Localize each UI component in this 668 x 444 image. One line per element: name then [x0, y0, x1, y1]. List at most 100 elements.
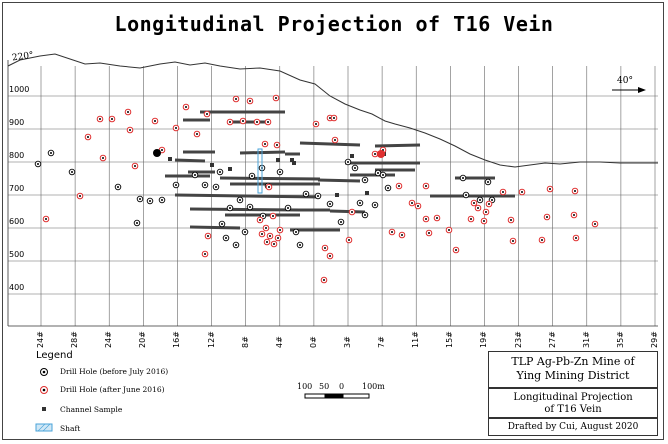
- section-label: 29#: [650, 331, 659, 348]
- legend-item-shaft: Shaft: [60, 424, 81, 433]
- drill-hole-center: [229, 121, 231, 123]
- drill-hole-center: [477, 207, 479, 209]
- drill-hole-center: [374, 204, 376, 206]
- drill-hole-center: [175, 127, 177, 129]
- drill-hole-cluster: [153, 149, 161, 157]
- drill-hole-center: [279, 229, 281, 231]
- drill-hole-center: [470, 218, 472, 220]
- drill-hole-center: [207, 235, 209, 237]
- drill-hole-center: [219, 171, 221, 173]
- drill-hole-center: [510, 219, 512, 221]
- drill-hole-center: [329, 203, 331, 205]
- scale-label-0: 0: [339, 382, 345, 391]
- drill-hole-center: [487, 181, 489, 183]
- drill-hole-center: [267, 121, 269, 123]
- drill-hole-center: [428, 232, 430, 234]
- north-arrow-head: [638, 87, 646, 93]
- drill-hole-center: [287, 207, 289, 209]
- scale-bar-right: [342, 393, 370, 399]
- section-label: 7#: [377, 336, 387, 348]
- drill-hole-center: [364, 214, 366, 216]
- drill-hole-center: [272, 215, 274, 217]
- drill-hole-center: [473, 202, 475, 204]
- drill-hole-center: [295, 231, 297, 233]
- drill-hole-center: [398, 185, 400, 187]
- drill-hole-center: [277, 237, 279, 239]
- channel-sample-trace: [174, 158, 206, 163]
- drill-hole-center: [265, 227, 267, 229]
- drill-hole-center: [462, 177, 464, 179]
- drill-hole-center: [502, 191, 504, 193]
- drill-hole-center: [175, 184, 177, 186]
- channel-sample-mark: [168, 157, 172, 161]
- drill-hole-center: [225, 237, 227, 239]
- drill-hole-center: [549, 188, 551, 190]
- legend-item-channel: Channel Sample: [60, 405, 123, 414]
- channel-sample-trace: [299, 141, 361, 147]
- drill-hole-center: [249, 100, 251, 102]
- drill-hole-center: [546, 216, 548, 218]
- elevation-label: 800: [9, 151, 25, 160]
- legend-channel-icon: [42, 407, 46, 411]
- drill-hole-center: [377, 172, 379, 174]
- drill-hole-center: [417, 205, 419, 207]
- drill-hole-center: [185, 106, 187, 108]
- scale-bar-left: [304, 393, 326, 399]
- drill-hole-center: [491, 199, 493, 201]
- channel-sample-trace: [374, 143, 421, 148]
- drill-hole-center: [134, 165, 136, 167]
- section-label: 16#: [172, 331, 182, 348]
- drill-hole-center: [382, 174, 384, 176]
- drill-hole-center: [196, 133, 198, 135]
- drill-hole-center: [117, 186, 119, 188]
- drill-hole-center: [276, 144, 278, 146]
- drill-hole-center: [299, 244, 301, 246]
- drill-hole-center: [573, 214, 575, 216]
- channel-sample-mark: [290, 158, 294, 162]
- drill-hole-center: [574, 190, 576, 192]
- legend-item-old-hole: Drill Hole (before July 2016): [60, 367, 169, 376]
- section-label: 19#: [479, 331, 489, 348]
- drill-hole-cluster-red: [377, 150, 385, 158]
- drill-hole-center: [154, 120, 156, 122]
- drill-hole-center: [425, 218, 427, 220]
- title-block-line2: Ying Mining District: [516, 369, 630, 382]
- drill-hole-center: [425, 185, 427, 187]
- drill-hole-center: [436, 217, 438, 219]
- drill-hole-center: [239, 199, 241, 201]
- drill-hole-center: [50, 152, 52, 154]
- channel-sample-mark: [228, 167, 232, 171]
- section-label: 23#: [513, 331, 523, 348]
- drill-hole-center: [448, 229, 450, 231]
- grid: [7, 60, 658, 327]
- drill-hole-center: [329, 117, 331, 119]
- drill-hole-center: [541, 239, 543, 241]
- drill-hole-center: [359, 202, 361, 204]
- drill-hole-center: [244, 231, 246, 233]
- drill-hole-center: [215, 186, 217, 188]
- channel-sample-trace: [189, 225, 241, 230]
- drill-hole-center: [71, 171, 73, 173]
- legend-shaft-hatch-2: [42, 423, 51, 432]
- legend-shaft-icon: [35, 423, 53, 432]
- scale-bar-mid: [324, 393, 344, 399]
- section-label: 11#: [411, 331, 421, 348]
- title-block-line1: TLP Ag-Pb-Zn Mine of: [511, 355, 635, 368]
- drill-hole-center: [340, 221, 342, 223]
- drill-hole-center: [401, 234, 403, 236]
- legend-red-hole-dot-icon: [42, 388, 46, 392]
- drill-hole-center: [488, 203, 490, 205]
- drill-hole-center: [102, 157, 104, 159]
- channel-sample-mark: [210, 163, 214, 167]
- figure-border: [2, 2, 664, 440]
- drill-hole-center: [242, 120, 244, 122]
- drill-hole-center: [221, 223, 223, 225]
- drill-hole-center: [411, 202, 413, 204]
- drill-hole-center: [87, 136, 89, 138]
- scale-label-100: 100: [297, 382, 313, 391]
- drill-hole-center: [127, 111, 129, 113]
- vein-traces: [165, 110, 515, 232]
- drill-hole-center: [305, 193, 307, 195]
- section-label: 4#: [274, 336, 284, 348]
- legend-item-new-hole: Drill Hole (after June 2016): [60, 385, 165, 394]
